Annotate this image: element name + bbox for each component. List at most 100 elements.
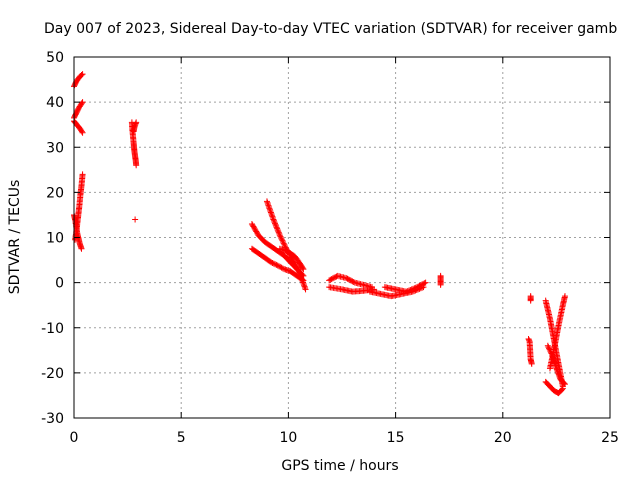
data-point (408, 286, 415, 293)
data-point (251, 224, 258, 231)
data-point (406, 287, 412, 294)
data-point (295, 267, 302, 274)
data-point (253, 229, 260, 236)
data-point (79, 71, 86, 78)
data-point (280, 239, 287, 246)
x-tick-label: 25 (601, 430, 619, 446)
data-point (299, 264, 306, 271)
data-point (271, 219, 278, 226)
data-point (78, 72, 85, 79)
data-point (275, 263, 282, 270)
track-1 (71, 99, 86, 121)
data-point (411, 285, 418, 292)
data-point (79, 129, 86, 136)
y-axis-title: SDTVAR / TECUs (7, 180, 23, 295)
data-point (561, 381, 568, 388)
data-point (277, 263, 284, 270)
data-point (561, 293, 568, 300)
data-point (133, 162, 140, 169)
data-point (276, 230, 283, 237)
axis-ticks (73, 56, 611, 419)
data-point (275, 228, 282, 235)
data-point (79, 99, 86, 106)
data-point (278, 236, 285, 243)
data-point (268, 259, 275, 266)
data-point (546, 345, 553, 352)
data-points (71, 71, 568, 397)
data-point (547, 347, 554, 354)
data-point (281, 241, 288, 248)
data-point (291, 259, 298, 266)
grid-lines (74, 57, 610, 418)
data-point (272, 261, 279, 268)
data-point (248, 220, 255, 227)
data-point (407, 286, 414, 293)
data-point (276, 232, 283, 239)
track-0 (71, 71, 86, 90)
y-tick-label: -10 (41, 321, 64, 337)
x-axis-title: GPS time / hours (281, 458, 398, 474)
chart-title: Day 007 of 2023, Sidereal Day-to-day VTE… (44, 21, 617, 37)
track-2 (71, 118, 86, 136)
track-6 (130, 119, 140, 135)
data-point (544, 342, 551, 349)
data-point (412, 284, 419, 291)
y-tick-labels: -30 -20 -10 0 10 20 30 40 50 (41, 50, 64, 427)
track-7 (132, 216, 139, 223)
x-tick-label: 0 (70, 430, 79, 446)
data-point (253, 228, 260, 235)
data-point (548, 350, 555, 357)
data-point (526, 337, 533, 344)
data-point (437, 281, 444, 288)
x-tick-label: 15 (387, 430, 405, 446)
x-tick-labels: 0 5 10 15 20 25 (70, 430, 619, 446)
data-point (302, 286, 309, 293)
y-tick-label: -30 (41, 411, 64, 427)
data-point (559, 385, 566, 392)
track-4 (72, 171, 86, 243)
data-point (280, 240, 287, 247)
data-point (350, 278, 357, 285)
data-point (133, 119, 140, 126)
data-point (277, 233, 284, 240)
data-point (272, 220, 278, 227)
data-point (274, 226, 281, 233)
data-point (250, 223, 257, 230)
data-point (78, 128, 85, 135)
data-point (279, 237, 286, 244)
data-point (293, 264, 300, 271)
data-point (292, 262, 299, 269)
track-16 (437, 272, 444, 288)
data-point (528, 360, 535, 367)
data-point (527, 297, 534, 304)
track-11 (276, 245, 307, 273)
data-point (300, 266, 307, 273)
data-point (78, 245, 85, 252)
data-point (270, 260, 277, 267)
data-point (279, 265, 286, 272)
data-point (278, 264, 285, 271)
data-point (251, 225, 258, 232)
data-point (275, 229, 282, 236)
data-point (410, 285, 417, 292)
y-tick-label: 50 (46, 50, 64, 66)
data-point (273, 224, 280, 231)
data-point (79, 171, 86, 178)
data-point (294, 265, 301, 272)
data-point (269, 259, 276, 266)
data-point (273, 223, 280, 230)
data-point (270, 216, 277, 223)
data-point (422, 279, 429, 286)
data-point (547, 349, 554, 356)
data-point (78, 100, 85, 107)
y-tick-label: 30 (46, 140, 64, 156)
data-point (404, 288, 411, 295)
data-point (249, 222, 256, 229)
x-tick-label: 10 (279, 430, 297, 446)
data-point (291, 260, 298, 267)
data-point (293, 263, 300, 270)
x-tick-label: 5 (177, 430, 186, 446)
data-point (132, 216, 139, 223)
